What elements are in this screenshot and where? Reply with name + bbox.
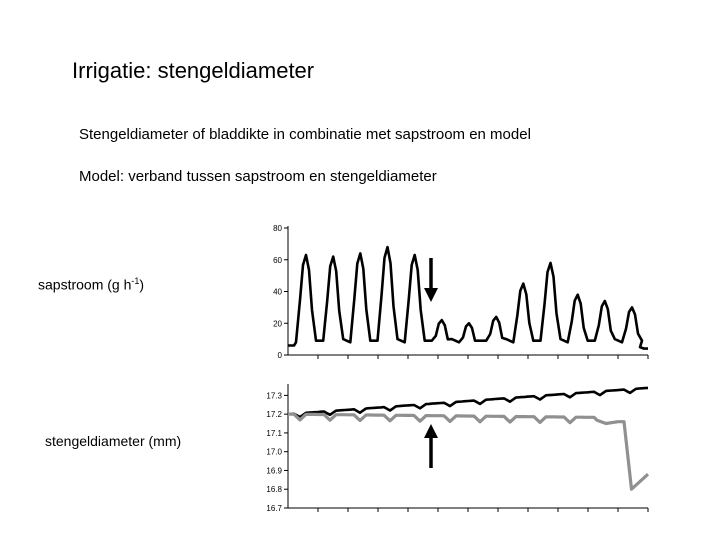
sapstroom-series-line: [288, 245, 648, 350]
y-tick-label: 40: [273, 288, 282, 297]
sapstroom-axis-label-close: ): [139, 276, 145, 293]
y-tick-label: 60: [273, 256, 282, 265]
stengeldiameter-series-grey: [288, 412, 650, 491]
y-tick-label: 80: [273, 224, 282, 233]
subtitle-line-2: Model: verband tussen sapstroom en steng…: [79, 168, 437, 185]
sapstroom-chart: 80 60 40 20 0: [273, 224, 649, 360]
y-tick-label: 17.1: [266, 429, 282, 438]
sapstroom-axis-label-exponent: -1: [131, 276, 140, 286]
y-tick-label: 17.3: [266, 391, 282, 400]
stengeldiameter-axis-label: stengeldiameter (mm): [45, 433, 182, 449]
y-tick-label: 17.0: [266, 448, 282, 457]
stengeldiameter-series-black: [287, 386, 649, 419]
arrow-up-head: [424, 424, 438, 438]
sapstroom-axis-label: sapstroom (g h-1): [38, 276, 144, 293]
subtitle-line-1: Stengeldiameter of bladdikte in combinat…: [79, 126, 531, 143]
y-tick-label: 16.7: [266, 504, 282, 513]
y-tick-label: 20: [273, 319, 282, 328]
stengeldiameter-chart: 17.3 17.2 17.1 17.0 16.9 16.8 16.7: [266, 384, 650, 513]
sapstroom-axis-label-text: sapstroom (g h: [38, 276, 132, 293]
y-tick-label: 0: [278, 351, 283, 360]
slide-title: Irrigatie: stengeldiameter: [72, 58, 315, 83]
y-tick-label: 17.2: [266, 410, 282, 419]
y-tick-label: 16.9: [266, 466, 282, 475]
arrow-down-head: [424, 288, 438, 302]
y-tick-label: 16.8: [266, 485, 282, 494]
